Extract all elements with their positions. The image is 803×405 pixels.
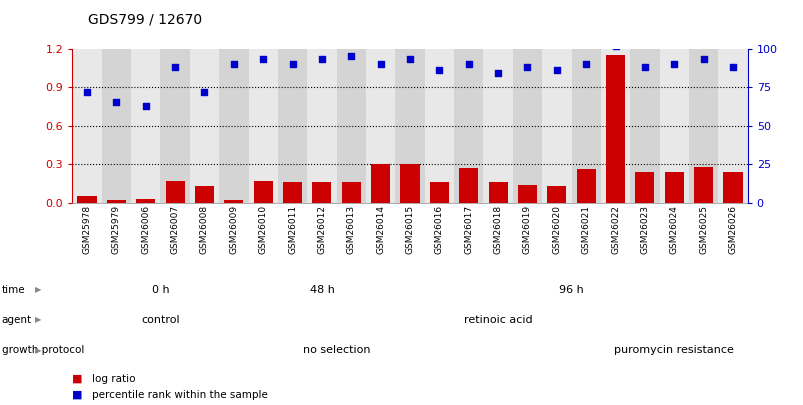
Point xyxy=(433,67,446,73)
Text: control: control xyxy=(141,315,180,325)
Bar xyxy=(424,49,454,202)
Text: ■: ■ xyxy=(72,390,83,400)
Point xyxy=(344,53,357,60)
Bar xyxy=(430,182,448,202)
Bar xyxy=(454,49,483,202)
Bar xyxy=(254,181,272,202)
Point xyxy=(198,88,210,95)
Bar xyxy=(664,172,683,202)
Point xyxy=(550,67,563,73)
Point xyxy=(80,88,93,95)
Bar xyxy=(107,200,126,202)
Bar xyxy=(336,49,365,202)
Point xyxy=(579,61,592,67)
Point xyxy=(520,64,533,70)
Bar xyxy=(688,49,717,202)
Bar xyxy=(571,49,600,202)
Text: ■: ■ xyxy=(72,374,83,384)
Bar xyxy=(395,49,424,202)
Bar xyxy=(165,181,185,202)
Point xyxy=(491,70,504,77)
Bar xyxy=(605,55,625,202)
Text: GDS799 / 12670: GDS799 / 12670 xyxy=(88,12,202,26)
Bar xyxy=(488,182,507,202)
Text: puromycin resistance: puromycin resistance xyxy=(613,345,733,355)
Point xyxy=(696,56,709,63)
Text: ▶: ▶ xyxy=(35,285,42,294)
Bar xyxy=(283,182,302,202)
Bar xyxy=(459,168,478,202)
Point xyxy=(638,64,650,70)
Point xyxy=(315,56,328,63)
Bar xyxy=(365,49,395,202)
Point xyxy=(256,56,269,63)
Point xyxy=(609,42,622,49)
Bar xyxy=(72,49,102,202)
Point xyxy=(403,56,416,63)
Bar xyxy=(576,169,595,202)
Text: percentile rank within the sample: percentile rank within the sample xyxy=(92,390,268,400)
Bar xyxy=(693,166,712,202)
Point xyxy=(110,99,123,106)
Bar xyxy=(161,49,190,202)
Bar xyxy=(400,164,419,202)
Text: agent: agent xyxy=(2,315,31,325)
Bar xyxy=(312,182,331,202)
Text: no selection: no selection xyxy=(303,345,370,355)
Bar xyxy=(248,49,278,202)
Text: ▶: ▶ xyxy=(35,346,42,355)
Bar xyxy=(136,199,155,202)
Bar xyxy=(307,49,336,202)
Point xyxy=(667,61,680,67)
Text: 48 h: 48 h xyxy=(309,285,334,294)
Bar xyxy=(131,49,161,202)
Point xyxy=(373,61,386,67)
Bar xyxy=(371,164,389,202)
Bar xyxy=(77,196,96,202)
Bar xyxy=(658,49,688,202)
Bar xyxy=(630,49,658,202)
Bar xyxy=(717,49,747,202)
Point xyxy=(462,61,475,67)
Bar xyxy=(634,172,654,202)
Point xyxy=(139,102,152,109)
Text: log ratio: log ratio xyxy=(92,374,136,384)
Point xyxy=(726,64,739,70)
Text: 96 h: 96 h xyxy=(558,285,583,294)
Bar xyxy=(517,185,536,202)
Text: growth protocol: growth protocol xyxy=(2,345,84,355)
Bar xyxy=(219,49,248,202)
Bar xyxy=(600,49,630,202)
Bar xyxy=(278,49,307,202)
Bar xyxy=(194,186,214,202)
Point xyxy=(286,61,299,67)
Text: time: time xyxy=(2,285,25,294)
Bar xyxy=(541,49,571,202)
Bar xyxy=(102,49,131,202)
Bar xyxy=(224,200,243,202)
Bar xyxy=(341,182,361,202)
Text: 0 h: 0 h xyxy=(152,285,169,294)
Bar xyxy=(547,186,565,202)
Text: retinoic acid: retinoic acid xyxy=(463,315,532,325)
Point xyxy=(227,61,240,67)
Point xyxy=(169,64,181,70)
Bar xyxy=(483,49,512,202)
Bar xyxy=(512,49,541,202)
Text: ▶: ▶ xyxy=(35,315,42,324)
Bar xyxy=(723,172,742,202)
Bar xyxy=(190,49,219,202)
